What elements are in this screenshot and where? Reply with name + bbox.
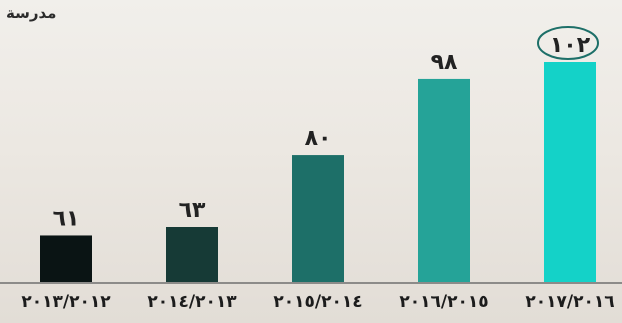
x-tick-label-1: ٢٠١٣/٢٠١٢ (21, 292, 111, 312)
x-tick-label-2: ٢٠١٤/٢٠١٣ (147, 292, 237, 312)
bar-1 (40, 235, 92, 282)
x-tick-label-3: ٢٠١٥/٢٠١٤ (273, 292, 362, 312)
x-tick-label-4: ٢٠١٦/٢٠١٥ (399, 292, 488, 312)
bar-3 (292, 155, 344, 282)
value-label-2: ٦٣ (179, 198, 206, 223)
bar-2 (166, 227, 218, 282)
bars-group (40, 62, 596, 282)
x-tick-label-5: ٢٠١٧/٢٠١٦ (525, 292, 614, 312)
value-label-4: ٩٨ (431, 50, 458, 75)
value-label-5: ١٠٢ (550, 33, 591, 58)
bar-4 (418, 78, 470, 282)
x-tick-labels: ٢٠١٣/٢٠١٢ ٢٠١٤/٢٠١٣ ٢٠١٥/٢٠١٤ ٢٠١٦/٢٠١٥ ٢٠١٧… (21, 292, 614, 312)
value-label-3: ٨٠ (305, 126, 332, 151)
value-labels: ٦١ ٦٣ ٨٠ ٩٨ ١٠٢ (53, 26, 599, 231)
unit-label: مدرسة (6, 4, 57, 22)
bar-5 (544, 62, 596, 282)
value-label-1: ٦١ (53, 206, 80, 231)
highlight-ellipse (537, 26, 599, 60)
